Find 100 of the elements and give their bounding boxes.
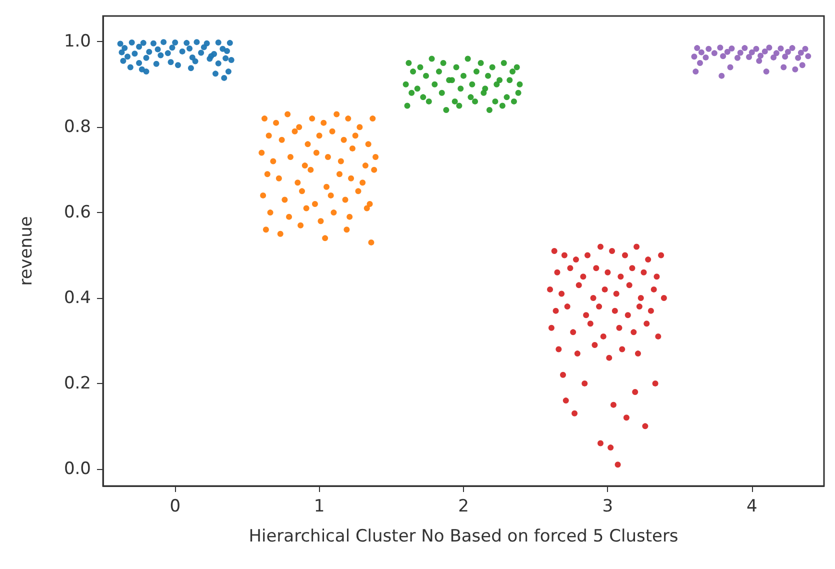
point (423, 72, 430, 79)
point (692, 68, 699, 75)
point (267, 210, 274, 216)
point (172, 39, 178, 46)
point (136, 44, 142, 50)
point (473, 68, 480, 75)
point (514, 64, 520, 70)
point (492, 98, 498, 104)
point (304, 141, 311, 148)
point (516, 81, 523, 88)
point (346, 214, 353, 220)
point (260, 192, 266, 198)
point (262, 226, 269, 233)
point (136, 60, 142, 66)
point (212, 70, 218, 77)
point (299, 188, 305, 194)
point (179, 48, 186, 54)
point (324, 154, 331, 160)
point (264, 171, 270, 178)
point (753, 46, 760, 52)
point (278, 136, 285, 143)
point (802, 46, 808, 52)
point (303, 205, 310, 212)
point (500, 60, 507, 66)
point (494, 81, 500, 88)
point (309, 116, 316, 122)
point (734, 54, 740, 61)
point (510, 98, 517, 104)
point (143, 54, 150, 61)
point (132, 50, 138, 57)
point (799, 62, 806, 68)
point (420, 94, 426, 100)
point (313, 150, 320, 156)
point (364, 205, 370, 212)
point (510, 68, 516, 75)
point (408, 90, 415, 96)
y-tick-label: 0.8 (64, 117, 91, 138)
point (221, 74, 228, 81)
y-tick-label: 1.0 (64, 32, 91, 52)
point (273, 120, 280, 126)
point (795, 54, 802, 61)
point (766, 44, 772, 51)
point (696, 60, 703, 66)
x-axis-title: Hierarchical Cluster No Based on forced 5 Clusters (248, 526, 678, 546)
point (770, 54, 777, 60)
point (414, 86, 420, 92)
point (169, 44, 176, 51)
point (222, 55, 229, 62)
point (340, 136, 347, 143)
x-tick-label: 0 (170, 496, 181, 516)
point (742, 45, 748, 52)
point (122, 45, 128, 52)
y-tick-label: 0.6 (64, 202, 91, 223)
point (780, 64, 787, 70)
point (717, 44, 724, 51)
point (286, 214, 292, 220)
point (312, 201, 318, 207)
point (334, 111, 340, 118)
point (485, 72, 492, 79)
point (443, 107, 450, 113)
point (320, 120, 327, 126)
point (417, 64, 424, 70)
point (426, 98, 432, 104)
point (436, 68, 442, 75)
y-axis-title: revenue (16, 216, 36, 286)
point (146, 48, 152, 55)
point (728, 45, 735, 52)
point (160, 39, 167, 46)
point (224, 48, 230, 54)
point (127, 64, 134, 70)
point (504, 94, 510, 100)
point (277, 230, 284, 237)
point (460, 72, 466, 79)
point (438, 90, 445, 96)
point (756, 58, 762, 64)
point (298, 222, 304, 228)
point (192, 58, 198, 64)
point (362, 162, 368, 169)
point (140, 40, 146, 46)
x-tick-label: 2 (458, 496, 469, 516)
point (506, 77, 513, 84)
point (402, 81, 409, 88)
point (318, 218, 324, 224)
point (404, 102, 410, 109)
point (706, 46, 712, 52)
point (748, 49, 755, 56)
point (348, 175, 354, 182)
point (737, 50, 744, 56)
point (371, 166, 378, 173)
point (118, 49, 125, 56)
point (698, 49, 704, 56)
point (153, 60, 160, 67)
point (316, 132, 322, 139)
point (727, 64, 734, 70)
point (360, 180, 366, 186)
point (349, 145, 356, 152)
point (330, 210, 337, 216)
point (328, 192, 334, 198)
x-tick-label: 1 (314, 496, 325, 516)
point (215, 39, 222, 46)
